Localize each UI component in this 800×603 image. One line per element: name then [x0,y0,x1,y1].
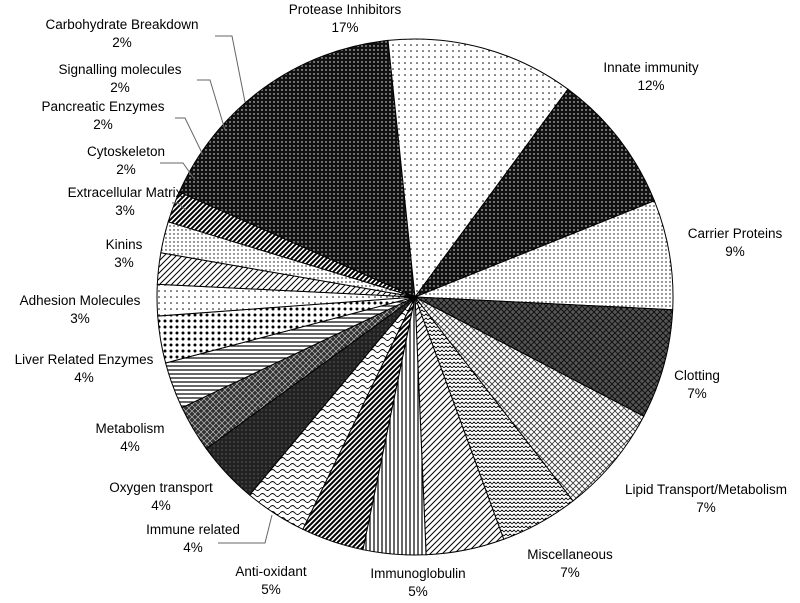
slices-layer [156,38,674,556]
slice-value-label: 12% [637,78,664,93]
pie-slice-protease-inhibitors [178,39,416,298]
leader-line [218,514,273,544]
slice-label: Innate immunity [603,60,699,75]
slice-value-label: 17% [331,20,358,35]
slice-label: Liver Related Enzymes [15,352,154,367]
pie-slice-lipid-transport-metabolism [414,296,674,417]
slice-label: Clotting [674,368,720,383]
slice-label: Miscellaneous [527,547,613,562]
slice-label: Kinins [106,237,143,252]
slice-value-label: 7% [560,565,580,580]
leader-lines-layer [160,35,273,544]
slice-label: Protease Inhibitors [289,2,402,17]
slice-value-label: 2% [93,117,113,132]
slice-value-label: 5% [408,584,428,598]
slice-value-label: 4% [151,498,171,513]
slice-label: Oxygen transport [109,480,213,495]
slice-value-label: 2% [116,162,136,177]
slice-value-label: 7% [696,500,716,515]
slice-label: Immunoglobulin [370,566,465,581]
slice-label: Signalling molecules [58,62,181,77]
slice-label: Carbohydrate Breakdown [45,17,198,32]
slice-label: Anti-oxidant [235,564,307,579]
slice-value-label: 7% [687,386,707,401]
slice-value-label: 4% [74,370,94,385]
labels-layer: Protease Inhibitors 17% Innate immunity 12%… [15,2,787,599]
pie-slice-miscellaneous [414,296,645,502]
leader-line [175,117,204,156]
slice-value-label: 3% [115,203,135,218]
pie-slice-innate-immunity [387,38,569,299]
slice-label: Immune related [146,522,240,537]
slice-value-label: 9% [725,244,745,259]
slice-label: Carrier Proteins [688,226,783,241]
leader-line [197,79,226,131]
slice-value-label: 2% [112,35,132,50]
slice-value-label: 3% [70,311,90,326]
slice-value-label: 2% [110,80,130,95]
slice-label: Metabolism [95,421,164,436]
pie-slice-carbohydrate-breakdown [167,191,416,298]
slice-label: Pancreatic Enzymes [41,99,164,114]
slice-label: Lipid Transport/Metabolism [625,482,787,497]
slice-value-label: 4% [120,439,140,454]
slice-value-label: 4% [183,540,203,555]
pie-slice-carrier-proteins [413,88,656,299]
slice-label: Extracellular Matrix [68,185,183,200]
slice-value-label: 3% [114,255,134,270]
slice-label: Adhesion Molecules [20,293,141,308]
slice-label: Cytoskeleton [87,144,165,159]
pie-slice-clotting [414,200,674,311]
slice-value-label: 5% [261,582,281,597]
leader-line [172,202,187,211]
leader-line [215,35,246,103]
leader-line [160,162,196,181]
